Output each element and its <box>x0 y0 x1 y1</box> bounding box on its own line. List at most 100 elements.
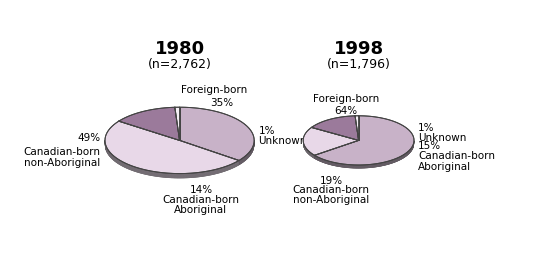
Polygon shape <box>315 141 414 167</box>
Text: non-Aboriginal: non-Aboriginal <box>293 195 369 205</box>
Polygon shape <box>105 141 239 178</box>
Polygon shape <box>315 141 414 166</box>
Polygon shape <box>105 141 239 176</box>
Polygon shape <box>315 141 414 168</box>
Polygon shape <box>303 141 315 157</box>
Polygon shape <box>315 141 414 168</box>
Polygon shape <box>179 107 254 160</box>
Polygon shape <box>105 141 239 178</box>
Polygon shape <box>303 141 315 158</box>
Polygon shape <box>105 141 239 177</box>
Polygon shape <box>239 140 254 163</box>
Text: Canadian-born: Canadian-born <box>24 147 101 157</box>
Polygon shape <box>105 141 239 177</box>
Polygon shape <box>105 141 239 175</box>
Polygon shape <box>105 141 239 177</box>
Polygon shape <box>105 141 239 174</box>
Polygon shape <box>239 140 254 164</box>
Polygon shape <box>303 141 315 159</box>
Polygon shape <box>239 140 254 162</box>
Polygon shape <box>175 107 179 140</box>
Polygon shape <box>303 141 315 158</box>
Polygon shape <box>239 140 254 165</box>
Polygon shape <box>105 141 239 175</box>
Polygon shape <box>303 141 315 155</box>
Polygon shape <box>239 140 254 163</box>
Text: Unknown: Unknown <box>258 136 307 147</box>
Polygon shape <box>303 141 315 157</box>
Polygon shape <box>303 141 315 156</box>
Polygon shape <box>315 141 414 167</box>
Polygon shape <box>105 141 239 174</box>
Text: Unknown: Unknown <box>419 133 466 143</box>
Polygon shape <box>315 141 414 166</box>
Polygon shape <box>239 140 254 162</box>
Polygon shape <box>239 140 254 165</box>
Text: (n=1,796): (n=1,796) <box>327 58 390 71</box>
Text: non-Aboriginal: non-Aboriginal <box>24 158 101 168</box>
Polygon shape <box>315 141 414 166</box>
Polygon shape <box>239 140 254 164</box>
Polygon shape <box>303 141 315 158</box>
Polygon shape <box>105 141 239 178</box>
Polygon shape <box>105 141 239 175</box>
Polygon shape <box>303 127 359 155</box>
Polygon shape <box>303 141 315 157</box>
Polygon shape <box>105 141 239 175</box>
Polygon shape <box>315 141 414 167</box>
Polygon shape <box>315 141 414 165</box>
Polygon shape <box>303 141 315 157</box>
Polygon shape <box>315 141 414 167</box>
Polygon shape <box>303 141 315 159</box>
Polygon shape <box>239 140 254 161</box>
Polygon shape <box>239 140 254 162</box>
Polygon shape <box>315 141 414 167</box>
Polygon shape <box>303 141 315 156</box>
Polygon shape <box>239 140 254 165</box>
Text: 19%: 19% <box>320 176 343 186</box>
Polygon shape <box>239 140 254 163</box>
Polygon shape <box>105 141 239 178</box>
Polygon shape <box>119 107 179 140</box>
Polygon shape <box>355 116 359 140</box>
Polygon shape <box>315 141 414 168</box>
Polygon shape <box>239 140 254 161</box>
Polygon shape <box>239 140 254 164</box>
Text: 1%: 1% <box>419 123 435 133</box>
Polygon shape <box>315 141 414 167</box>
Polygon shape <box>315 141 414 165</box>
Polygon shape <box>239 140 254 164</box>
Polygon shape <box>311 116 359 140</box>
Polygon shape <box>315 141 414 166</box>
Polygon shape <box>315 141 414 167</box>
Polygon shape <box>105 141 239 178</box>
Polygon shape <box>303 141 315 158</box>
Polygon shape <box>315 116 414 165</box>
Polygon shape <box>303 141 315 157</box>
Polygon shape <box>105 121 239 173</box>
Polygon shape <box>303 141 315 157</box>
Polygon shape <box>239 140 254 163</box>
Polygon shape <box>239 140 254 164</box>
Polygon shape <box>239 140 254 162</box>
Text: Foreign-born: Foreign-born <box>180 85 247 95</box>
Text: Aboriginal: Aboriginal <box>419 162 471 172</box>
Polygon shape <box>303 141 315 158</box>
Polygon shape <box>239 140 254 163</box>
Polygon shape <box>315 141 414 168</box>
Polygon shape <box>303 141 315 157</box>
Polygon shape <box>105 141 239 174</box>
Polygon shape <box>239 140 254 162</box>
Polygon shape <box>315 141 414 165</box>
Text: Canadian-born: Canadian-born <box>293 185 370 195</box>
Polygon shape <box>105 141 239 176</box>
Polygon shape <box>303 141 315 155</box>
Text: 15%: 15% <box>419 141 442 151</box>
Polygon shape <box>303 141 315 158</box>
Polygon shape <box>105 141 239 177</box>
Polygon shape <box>105 141 239 176</box>
Polygon shape <box>239 140 254 161</box>
Polygon shape <box>315 141 414 166</box>
Polygon shape <box>303 141 315 156</box>
Polygon shape <box>303 141 315 156</box>
